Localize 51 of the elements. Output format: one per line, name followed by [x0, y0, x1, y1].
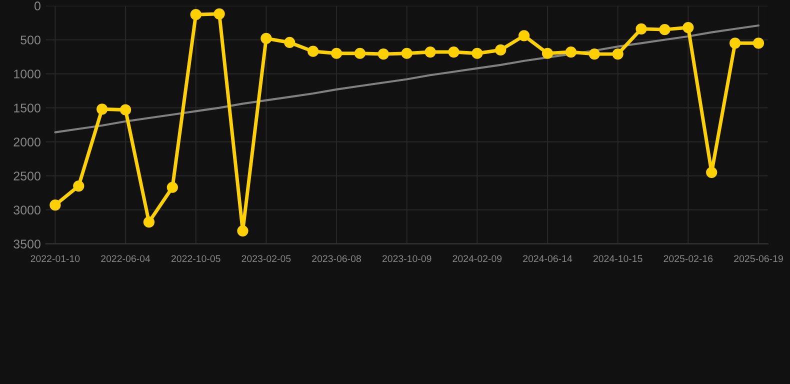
point	[472, 48, 483, 59]
x-tick-label: 2023-02-05	[242, 255, 291, 262]
point	[682, 22, 694, 34]
point	[166, 182, 178, 193]
point	[354, 48, 366, 59]
point	[330, 48, 342, 59]
point	[752, 38, 764, 49]
line-series	[54, 24, 760, 134]
point	[96, 104, 108, 115]
x-tick-label: 2025-06-19	[734, 255, 783, 262]
x-tick-label: 2022-01-10	[30, 255, 80, 262]
x-tick-label: 2025-02-16	[664, 255, 713, 262]
point	[401, 48, 412, 59]
point	[50, 200, 61, 211]
point	[143, 216, 155, 228]
x-tick-label: 2024-06-14	[523, 255, 572, 262]
y-tick-label: 2500	[14, 172, 40, 180]
point	[730, 38, 741, 49]
point	[378, 48, 389, 60]
x-tick-label: 2024-02-09	[452, 255, 502, 262]
y-tick-label: 2000	[14, 138, 40, 146]
point	[448, 46, 460, 58]
point	[73, 180, 84, 192]
point	[542, 48, 554, 59]
point	[190, 9, 202, 20]
point	[706, 166, 718, 178]
y-tick-label: 1500	[14, 104, 40, 112]
y-tick-label: 1000	[14, 70, 40, 78]
x-tick-label: 2022-10-05	[171, 255, 220, 262]
x-tick-label: 2023-10-09	[382, 255, 432, 262]
point	[260, 32, 272, 44]
point	[214, 8, 225, 20]
point	[308, 46, 319, 57]
x-tick-label: 2023-06-08	[312, 255, 361, 262]
x-tick-label: 2022-06-04	[101, 255, 150, 262]
point	[237, 225, 248, 236]
point	[588, 48, 600, 60]
point	[284, 36, 296, 48]
point	[495, 44, 506, 56]
x-tick-label: 2024-10-15	[593, 255, 642, 262]
point	[636, 23, 647, 34]
y-tick-label: 0	[34, 2, 40, 10]
point	[518, 30, 530, 42]
point	[612, 48, 624, 60]
point	[120, 104, 132, 116]
y-tick-label: 3500	[14, 240, 40, 248]
y-tick-label: 3000	[14, 206, 40, 214]
point	[659, 24, 670, 36]
point	[424, 46, 436, 58]
point	[565, 46, 577, 58]
y-tick-label: 500	[20, 36, 40, 44]
